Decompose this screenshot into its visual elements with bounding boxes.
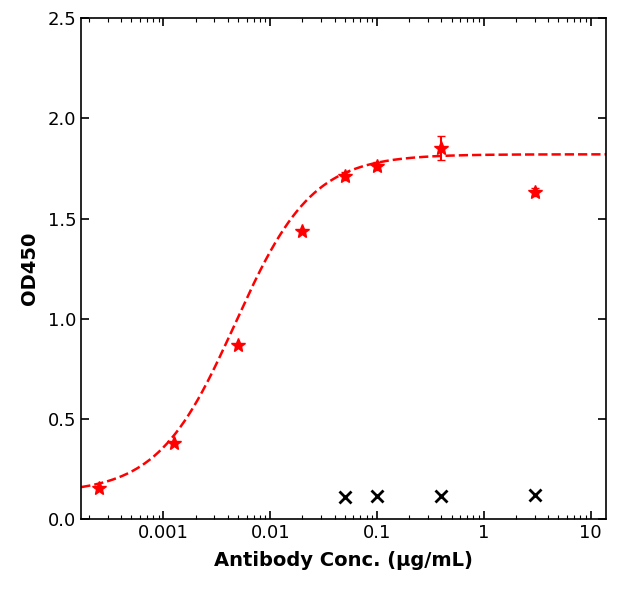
X-axis label: Antibody Conc. (μg/mL): Antibody Conc. (μg/mL)	[214, 550, 473, 570]
Y-axis label: OD450: OD450	[20, 232, 39, 305]
